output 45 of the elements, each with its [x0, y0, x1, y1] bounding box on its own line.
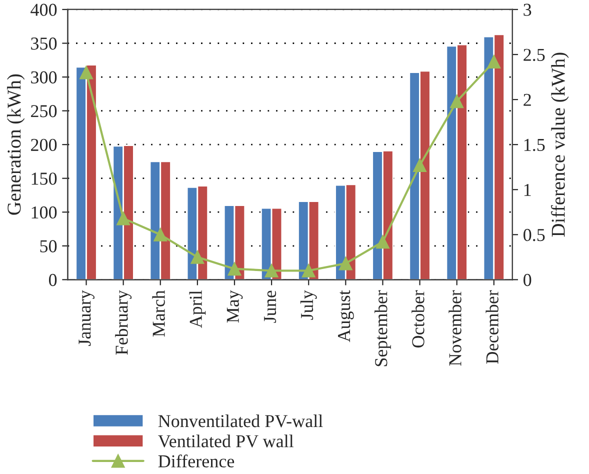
point [302, 264, 316, 278]
point [228, 262, 242, 276]
x-tick-label: May [226, 290, 243, 323]
y2-axis-title: Difference value (kWh) [550, 52, 569, 237]
y2-tick-label: 1 [524, 184, 531, 196]
x-tick-label: February [115, 290, 132, 355]
x-tick-label: December [486, 290, 498, 364]
point [79, 66, 94, 80]
y2-tick-label: 3 [524, 4, 532, 16]
y-tick-label: 150 [32, 172, 57, 185]
x-tick-label: April [189, 290, 206, 328]
legend-label: Nonventilated PV-wall [158, 414, 323, 428]
x-tick-label: September [374, 290, 391, 366]
legend-label: Difference [158, 454, 234, 468]
point [116, 212, 130, 226]
point [450, 94, 464, 108]
y2-tick-label: 0 [524, 274, 532, 286]
x-tick-label: January [78, 290, 94, 346]
y-tick-label: 250 [31, 105, 57, 118]
y2-tick-label: 0.5 [524, 228, 545, 242]
x-tick-label: November [448, 290, 462, 366]
legend-label: Ventilated PV wall [158, 434, 294, 448]
point [338, 256, 352, 270]
y2-tick-label: 2.5 [524, 48, 545, 62]
y2-tick-label: 1.5 [524, 138, 545, 152]
y-tick-label: 200 [31, 138, 57, 152]
point [487, 54, 501, 68]
point [413, 158, 427, 172]
point [264, 264, 278, 278]
y-tick-label: 300 [31, 71, 57, 84]
point [190, 250, 204, 264]
point [154, 228, 168, 242]
y-axis-title: Generation (kWh) [7, 74, 25, 215]
y-tick-label: 100 [32, 206, 57, 219]
y-tick-label: 400 [30, 4, 57, 16]
x-tick-label: July [300, 290, 317, 320]
y-tick-label: 350 [31, 38, 57, 50]
x-tick-label: August [338, 290, 354, 342]
x-tick-label: October [412, 290, 424, 348]
y-tick-label: 50 [40, 240, 57, 252]
x-tick-label: March [152, 290, 165, 337]
x-tick-label: June [264, 290, 276, 323]
y2-tick-label: 2 [524, 94, 531, 106]
y-tick-label: 0 [48, 274, 57, 286]
point [376, 235, 390, 249]
